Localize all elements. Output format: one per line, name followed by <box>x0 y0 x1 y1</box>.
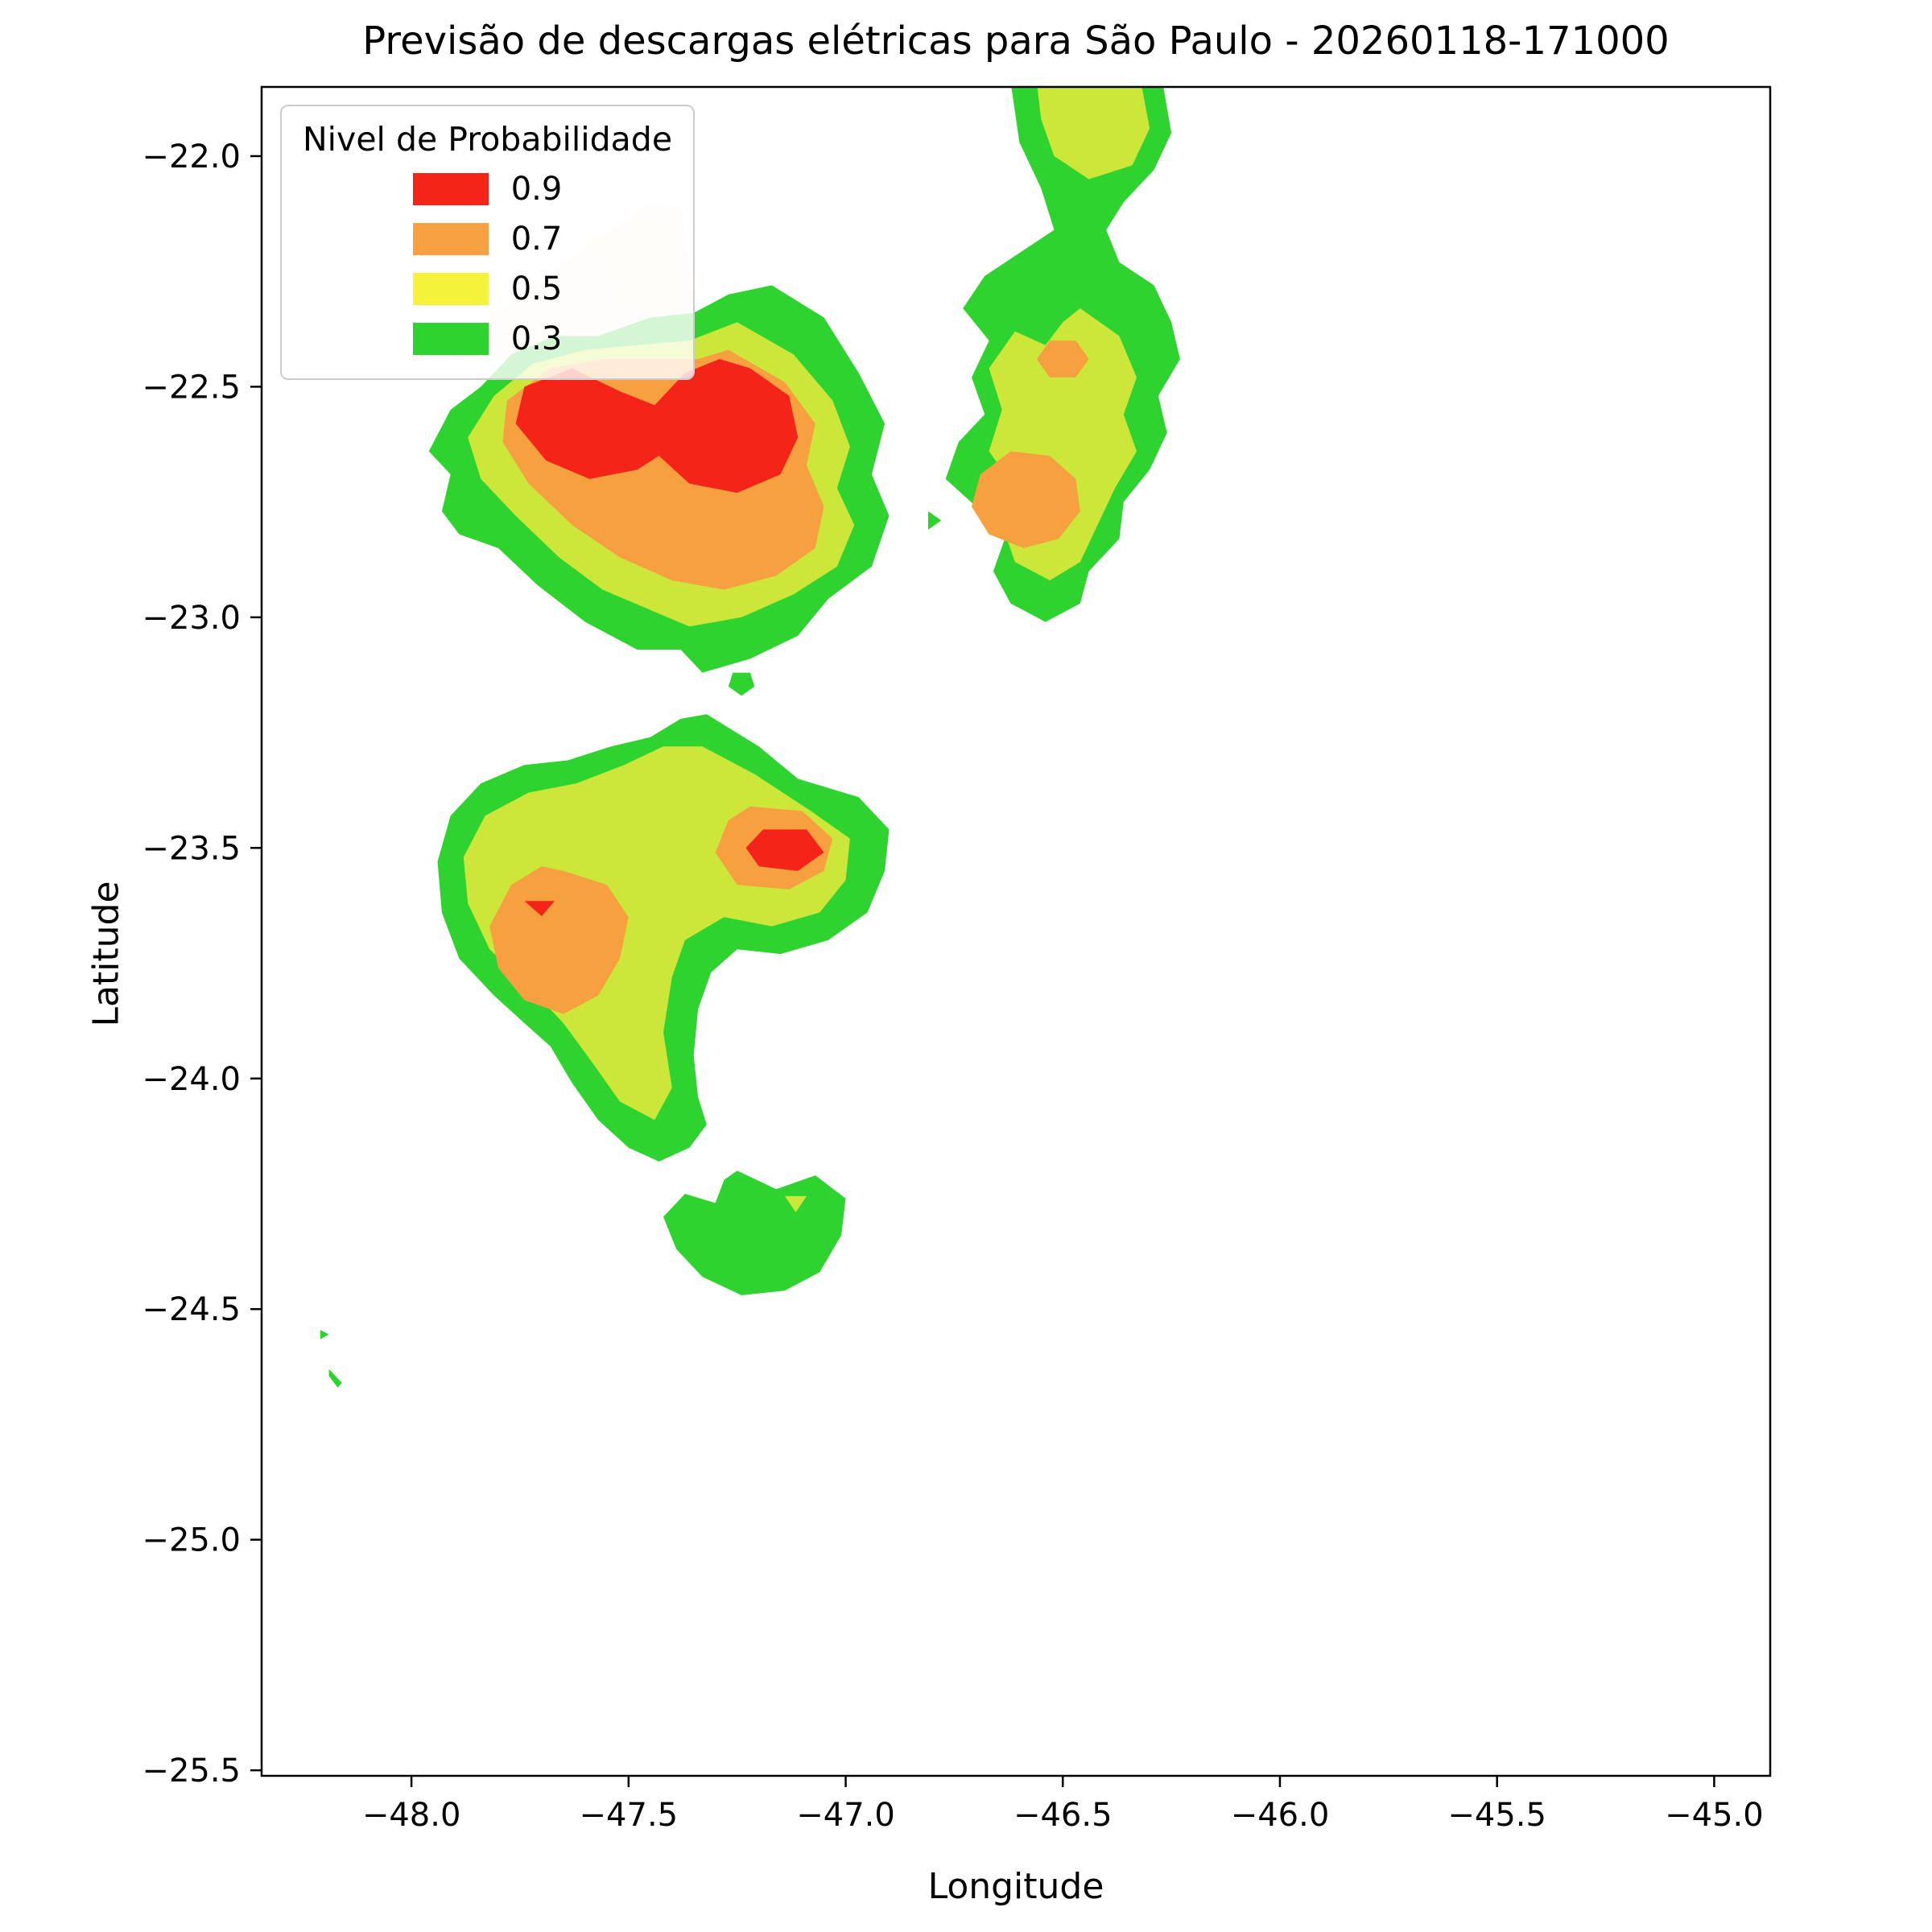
x-tick-label: −48.0 <box>362 1797 461 1834</box>
contour-region-sw-storm-left-p70 <box>489 866 629 1014</box>
contour-region-south-small-storm-p30 <box>663 1170 846 1295</box>
legend-label: 0.5 <box>510 270 563 308</box>
contour-region-sw-storm-core-p90 <box>745 829 824 871</box>
y-tick-label: −25.5 <box>142 1752 241 1790</box>
axis-ticks: −48.0 −47.5 −47.0 −46.5 −46.0 −45.5 −45.0 −22.0… <box>142 138 1763 1834</box>
contour-region-nw-storm-core-p90 <box>515 359 799 493</box>
x-tick-label: −46.0 <box>1231 1797 1330 1834</box>
contour-regions <box>320 87 1180 1388</box>
y-tick-label: −22.5 <box>142 369 241 406</box>
y-tick-label: −23.5 <box>142 830 241 867</box>
legend: Nivel de Probabilidade 0.9 0.7 0.5 0.3 <box>280 105 696 380</box>
contour-region-south-small-speck-p50 <box>785 1195 807 1212</box>
legend-swatch-0.9 <box>412 173 489 205</box>
x-tick-label: −45.5 <box>1447 1797 1546 1834</box>
x-tick-label: −45.0 <box>1665 1797 1764 1834</box>
legend-item: 0.9 <box>412 164 563 214</box>
legend-label: 0.9 <box>510 171 563 208</box>
legend-swatch-0.5 <box>412 273 489 305</box>
axes-frame <box>260 85 1772 1777</box>
contour-region-north-storm-spot-big-p70 <box>972 451 1080 548</box>
y-tick-label: −25.0 <box>142 1522 241 1559</box>
contour-region-north-storm-speck-p30 <box>928 511 942 530</box>
legend-label: 0.7 <box>510 221 563 258</box>
contour-region-nw-storm-dot-p30 <box>728 672 755 696</box>
y-tick-label: −24.0 <box>142 1061 241 1098</box>
y-tick-label: −23.0 <box>142 600 241 637</box>
contour-region-sw-speck-2-p30 <box>328 1368 342 1388</box>
contour-region-north-storm-top-p50 <box>1037 87 1150 180</box>
y-axis-label: Latitude <box>85 881 127 1027</box>
legend-item: 0.7 <box>412 214 563 264</box>
x-tick-label: −47.0 <box>796 1797 895 1834</box>
legend-item: 0.3 <box>412 314 563 364</box>
contour-region-sw-storm-left-dash-p90 <box>524 901 555 917</box>
contour-region-north-storm-spot-small-p70 <box>1036 341 1089 378</box>
chart-title: Previsão de descargas elétricas para São… <box>362 19 1670 64</box>
legend-item: 0.5 <box>412 264 563 314</box>
legend-title: Nivel de Probabilidade <box>303 120 673 159</box>
legend-swatch-0.3 <box>412 323 489 355</box>
contour-region-sw-speck-1-p30 <box>320 1330 329 1340</box>
x-axis-label: Longitude <box>927 1866 1104 1907</box>
x-tick-label: −47.5 <box>580 1797 679 1834</box>
y-tick-label: −24.5 <box>142 1291 241 1328</box>
x-tick-label: −46.5 <box>1013 1797 1113 1834</box>
legend-label: 0.3 <box>510 320 563 357</box>
y-tick-label: −22.0 <box>142 138 241 175</box>
legend-swatch-0.7 <box>412 223 489 255</box>
